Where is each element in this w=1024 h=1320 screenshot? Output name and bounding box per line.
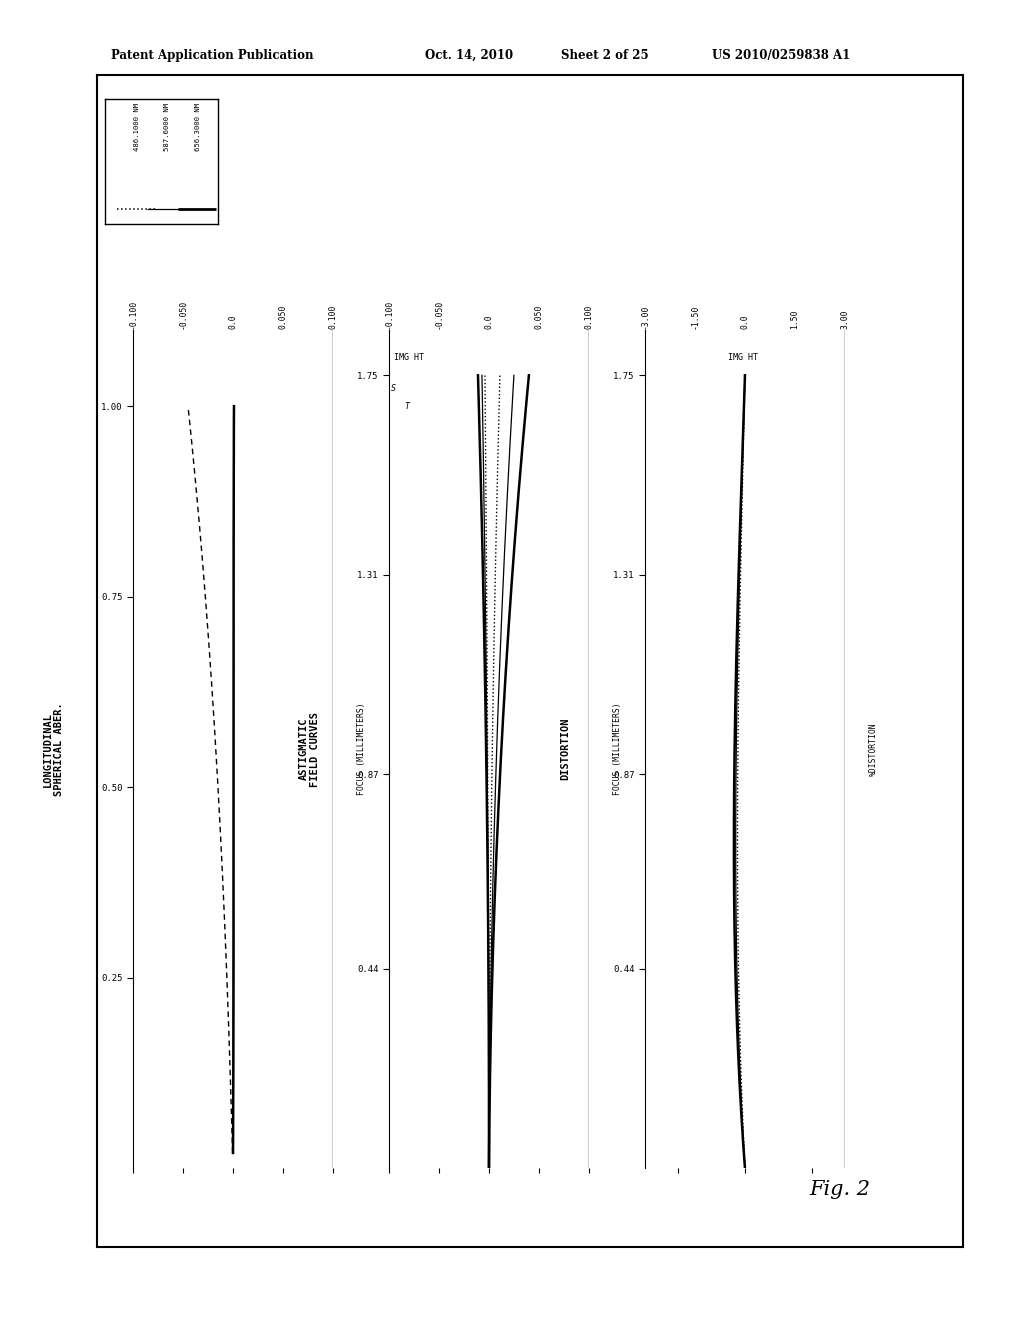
Text: T: T — [404, 403, 410, 412]
Text: Fig. 2: Fig. 2 — [809, 1180, 870, 1199]
Text: IMG HT: IMG HT — [728, 352, 759, 362]
Text: 656.3000 NM: 656.3000 NM — [195, 103, 201, 150]
Text: Patent Application Publication: Patent Application Publication — [111, 49, 313, 62]
Text: IMG HT: IMG HT — [394, 352, 424, 362]
Text: S: S — [391, 384, 396, 393]
Text: FOCUS (MILLIMETERS): FOCUS (MILLIMETERS) — [613, 702, 622, 796]
Text: DISTORTION: DISTORTION — [560, 718, 570, 780]
Text: %DISTORTION: %DISTORTION — [869, 722, 878, 776]
Text: Sheet 2 of 25: Sheet 2 of 25 — [561, 49, 649, 62]
Text: 587.6000 NM: 587.6000 NM — [165, 103, 170, 150]
Text: ASTIGMATIC
FIELD CURVES: ASTIGMATIC FIELD CURVES — [298, 711, 321, 787]
Text: 486.1000 NM: 486.1000 NM — [134, 103, 140, 150]
Text: LONGITUDINAL
SPHERICAL ABER.: LONGITUDINAL SPHERICAL ABER. — [42, 702, 65, 796]
Text: Oct. 14, 2010: Oct. 14, 2010 — [425, 49, 513, 62]
Text: FOCUS (MILLIMETERS): FOCUS (MILLIMETERS) — [357, 702, 366, 796]
Text: US 2010/0259838 A1: US 2010/0259838 A1 — [712, 49, 850, 62]
